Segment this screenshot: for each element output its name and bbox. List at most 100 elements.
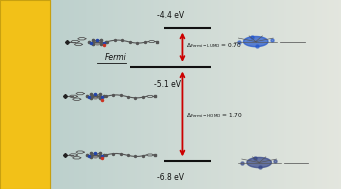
Bar	[159, 0, 161, 189]
Bar	[296, 0, 298, 189]
Bar	[317, 0, 319, 189]
Bar	[0, 0, 2, 189]
Bar	[315, 0, 317, 189]
Bar	[221, 0, 223, 189]
Bar	[168, 0, 169, 189]
Bar	[231, 0, 233, 189]
Bar	[169, 0, 172, 189]
Bar	[15, 0, 17, 189]
Bar	[164, 0, 166, 189]
Bar	[53, 0, 55, 189]
Bar	[305, 0, 307, 189]
Bar	[177, 0, 178, 189]
Bar	[166, 0, 168, 189]
Bar	[101, 0, 103, 189]
Bar	[19, 0, 20, 189]
Bar	[266, 0, 267, 189]
Bar	[89, 0, 91, 189]
Bar	[17, 0, 19, 189]
Bar	[113, 0, 115, 189]
Bar	[140, 0, 142, 189]
Bar	[324, 0, 326, 189]
Text: -4.4 eV: -4.4 eV	[157, 11, 184, 20]
Bar	[98, 0, 99, 189]
Bar	[115, 0, 117, 189]
Bar	[314, 0, 315, 189]
Bar	[158, 0, 159, 189]
Bar	[135, 0, 137, 189]
Bar	[303, 0, 305, 189]
Bar	[233, 0, 235, 189]
Bar	[72, 0, 74, 189]
Bar	[190, 0, 192, 189]
Bar	[252, 0, 254, 189]
Bar	[284, 0, 286, 189]
Bar	[202, 0, 204, 189]
Bar	[117, 0, 118, 189]
Bar	[276, 0, 278, 189]
Bar	[91, 0, 92, 189]
Bar	[255, 0, 257, 189]
Bar	[65, 0, 67, 189]
Bar	[82, 0, 84, 189]
Bar	[46, 0, 48, 189]
Bar	[235, 0, 236, 189]
Bar	[2, 0, 3, 189]
Bar	[312, 0, 314, 189]
Bar	[336, 0, 338, 189]
Bar	[32, 0, 34, 189]
Bar	[118, 0, 120, 189]
Bar	[243, 0, 245, 189]
Bar	[310, 0, 312, 189]
Bar	[99, 0, 101, 189]
Bar	[139, 0, 140, 189]
Bar	[185, 0, 187, 189]
Bar	[74, 0, 75, 189]
Bar	[48, 0, 50, 189]
Bar	[67, 0, 69, 189]
Bar	[194, 0, 195, 189]
Bar	[134, 0, 135, 189]
Bar	[226, 0, 228, 189]
Bar	[269, 0, 271, 189]
Bar	[288, 0, 290, 189]
Bar	[0, 0, 50, 189]
Bar	[75, 0, 77, 189]
Bar	[108, 0, 110, 189]
Bar	[50, 0, 51, 189]
Text: -6.8 eV: -6.8 eV	[157, 173, 184, 182]
Bar	[331, 0, 332, 189]
Bar	[300, 0, 301, 189]
Bar	[77, 0, 79, 189]
Bar	[264, 0, 266, 189]
Bar	[259, 0, 261, 189]
Bar	[214, 0, 216, 189]
Bar	[43, 0, 45, 189]
Bar	[326, 0, 327, 189]
Bar	[262, 0, 264, 189]
Bar	[271, 0, 272, 189]
Bar	[22, 0, 24, 189]
Bar	[290, 0, 291, 189]
Bar	[293, 0, 295, 189]
Polygon shape	[247, 157, 271, 168]
Bar	[257, 0, 259, 189]
Bar	[245, 0, 247, 189]
Bar	[7, 0, 9, 189]
Bar	[247, 0, 249, 189]
Bar	[309, 0, 310, 189]
Bar	[60, 0, 62, 189]
Bar	[254, 0, 255, 189]
Bar	[195, 0, 197, 189]
Bar	[57, 0, 58, 189]
Bar	[40, 0, 41, 189]
Bar	[105, 0, 106, 189]
Bar	[3, 0, 5, 189]
Bar	[332, 0, 334, 189]
Bar	[172, 0, 173, 189]
Bar	[319, 0, 321, 189]
Text: Fermi: Fermi	[104, 53, 126, 62]
Bar	[86, 0, 87, 189]
Bar	[279, 0, 281, 189]
Bar	[130, 0, 132, 189]
